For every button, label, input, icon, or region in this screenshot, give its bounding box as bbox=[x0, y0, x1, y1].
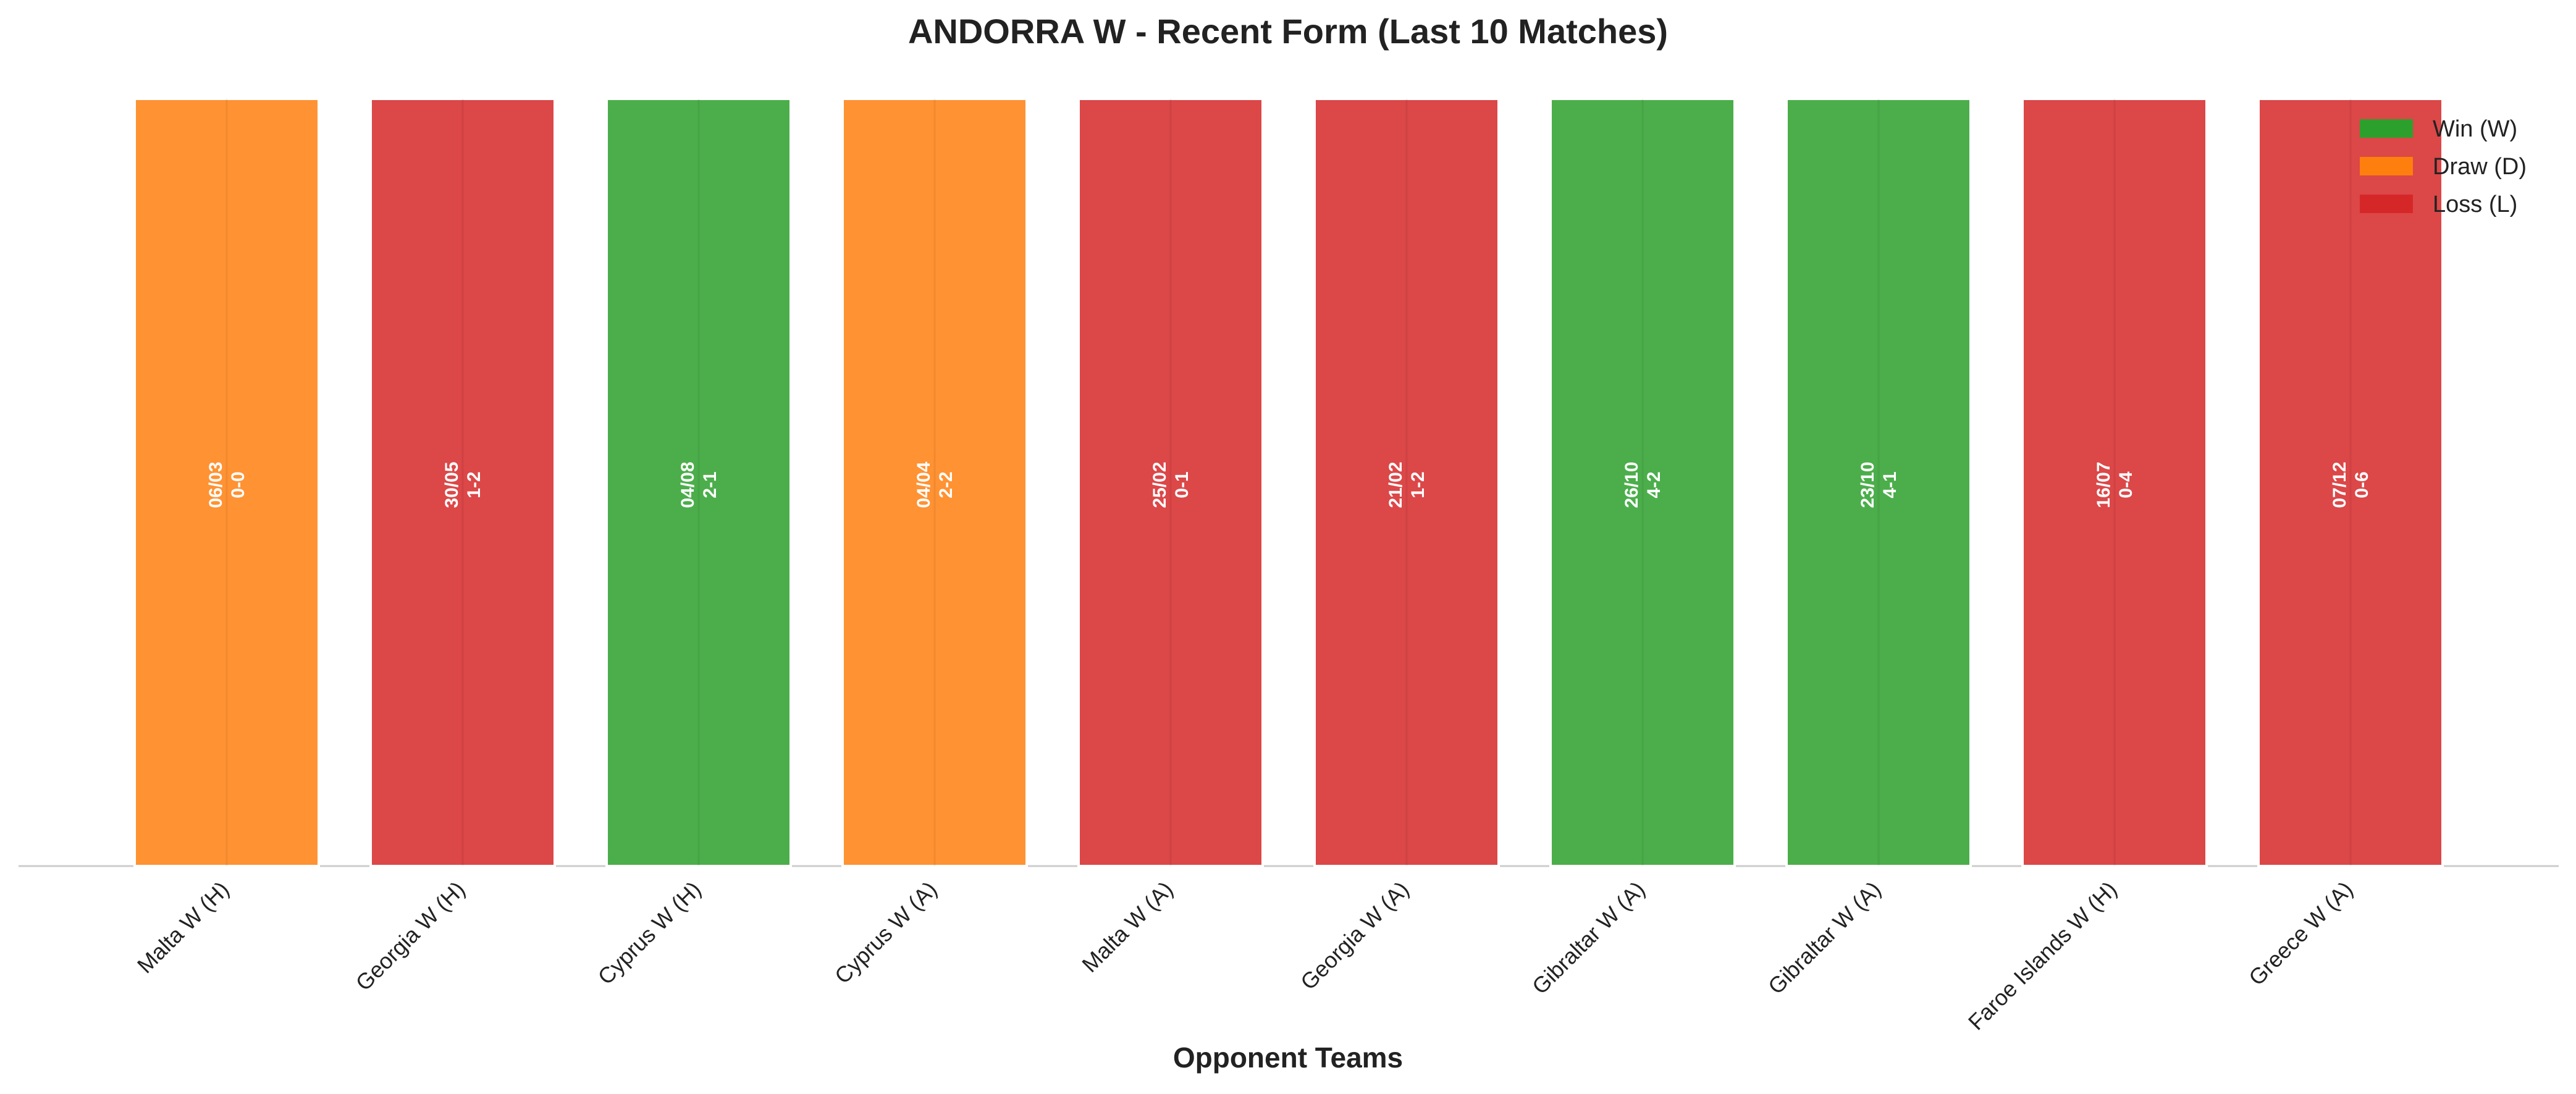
bar-annotation-line: 26/10 bbox=[1622, 461, 1642, 508]
bar-annotation: 25/02 0-1 bbox=[1150, 461, 1192, 508]
bar-annotation-line: 16/07 bbox=[2094, 461, 2114, 508]
x-tick-label: Georgia W (H) bbox=[351, 877, 470, 996]
bar bbox=[2257, 98, 2444, 867]
bar-annotation-line: 2-1 bbox=[700, 471, 720, 498]
bar bbox=[1077, 98, 1264, 867]
chart-title: ANDORRA W - Recent Form (Last 10 Matches… bbox=[908, 12, 1668, 51]
legend-label: Draw (D) bbox=[2433, 154, 2527, 180]
x-tick-label: Greece W (A) bbox=[2244, 877, 2358, 991]
bar-annotation: 06/03 0-0 bbox=[206, 461, 248, 508]
x-axis-label: Opponent Teams bbox=[1173, 1041, 1403, 1074]
bar-annotation-line: 4-1 bbox=[1880, 471, 1900, 498]
bar bbox=[841, 98, 1028, 867]
bar bbox=[1549, 98, 1736, 867]
legend-swatch bbox=[2360, 119, 2413, 138]
bar-annotation-line: 0-6 bbox=[2352, 471, 2372, 498]
bar-annotation-line: 1-2 bbox=[464, 471, 484, 498]
bar-annotation: 04/04 2-2 bbox=[914, 461, 956, 508]
bar-annotation: 26/10 4-2 bbox=[1622, 461, 1664, 508]
bar-annotation: 23/10 4-1 bbox=[1858, 461, 1900, 508]
bar-annotation: 16/07 0-4 bbox=[2094, 461, 2136, 508]
bar-annotation-line: 0-0 bbox=[228, 471, 248, 498]
bar-annotation-line: 0-1 bbox=[1172, 471, 1192, 498]
bar-annotation-line: 04/08 bbox=[678, 461, 698, 508]
x-tick-label: Faroe Islands W (H) bbox=[1963, 877, 2122, 1035]
x-tick-label: Malta W (H) bbox=[132, 877, 234, 978]
bar-annotation-line: 1-2 bbox=[1408, 471, 1428, 498]
bar-annotation-line: 23/10 bbox=[1858, 461, 1878, 508]
x-tick-label: Georgia W (A) bbox=[1295, 877, 1414, 995]
bar-annotation: 30/05 1-2 bbox=[442, 461, 484, 508]
bar-annotation-line: 2-2 bbox=[936, 471, 956, 498]
bar-annotation: 21/02 1-2 bbox=[1386, 461, 1428, 508]
bar-annotation-line: 07/12 bbox=[2330, 461, 2350, 508]
bar-annotation-line: 25/02 bbox=[1150, 461, 1170, 508]
bar-annotation-line: 4-2 bbox=[1644, 471, 1664, 498]
bar bbox=[1313, 98, 1500, 867]
bar-annotation-line: 30/05 bbox=[442, 461, 462, 508]
bar-annotation-line: 06/03 bbox=[206, 461, 226, 508]
bar-annotation: 07/12 0-6 bbox=[2330, 461, 2372, 508]
x-tick-label: Malta W (A) bbox=[1077, 877, 1177, 977]
bar bbox=[369, 98, 556, 867]
bar bbox=[605, 98, 792, 867]
x-tick-label: Cyprus W (H) bbox=[593, 877, 706, 990]
legend-label: Win (W) bbox=[2433, 116, 2517, 142]
bar-annotation-line: 04/04 bbox=[914, 461, 934, 508]
x-tick-label: Cyprus W (A) bbox=[830, 877, 942, 989]
x-tick-label: Gibraltar W (A) bbox=[1527, 877, 1650, 999]
bar bbox=[133, 98, 320, 867]
legend-swatch bbox=[2360, 157, 2413, 175]
bar-annotation-line: 21/02 bbox=[1386, 461, 1406, 508]
bar-annotation: 04/08 2-1 bbox=[678, 461, 720, 508]
bar-annotation-line: 0-4 bbox=[2116, 471, 2136, 499]
x-tick-label: Gibraltar W (A) bbox=[1763, 877, 1886, 999]
bar bbox=[1785, 98, 1972, 867]
legend-label: Loss (L) bbox=[2433, 191, 2517, 217]
legend-swatch bbox=[2360, 195, 2413, 213]
bar bbox=[2021, 98, 2208, 867]
